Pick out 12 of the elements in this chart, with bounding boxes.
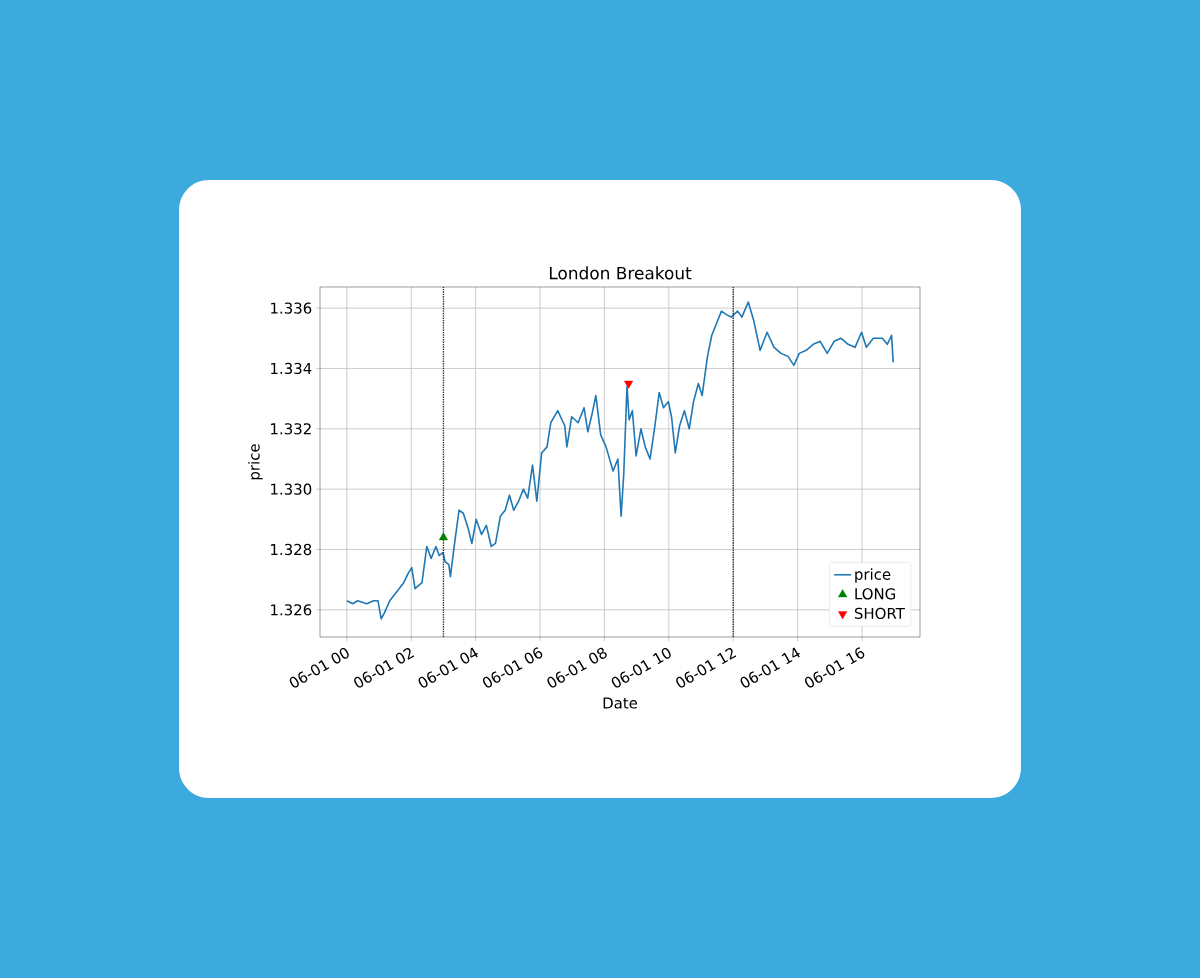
y-tick-label: 1.332 [271, 423, 311, 435]
y-tick-label: 1.326 [271, 604, 312, 616]
y-axis-title: price [248, 444, 263, 480]
legend-label: SHORT [854, 607, 905, 620]
x-axis-title: Date [603, 697, 638, 709]
legend-label: LONG [855, 588, 896, 600]
y-tick-label: 1.328 [271, 543, 312, 556]
y-tick-label: 1.336 [271, 302, 312, 314]
y-tick-label: 1.330 [271, 483, 312, 495]
y-tick-label: 1.334 [271, 362, 312, 375]
legend-label: price [855, 568, 891, 583]
chart-title: London Breakout [549, 266, 692, 280]
